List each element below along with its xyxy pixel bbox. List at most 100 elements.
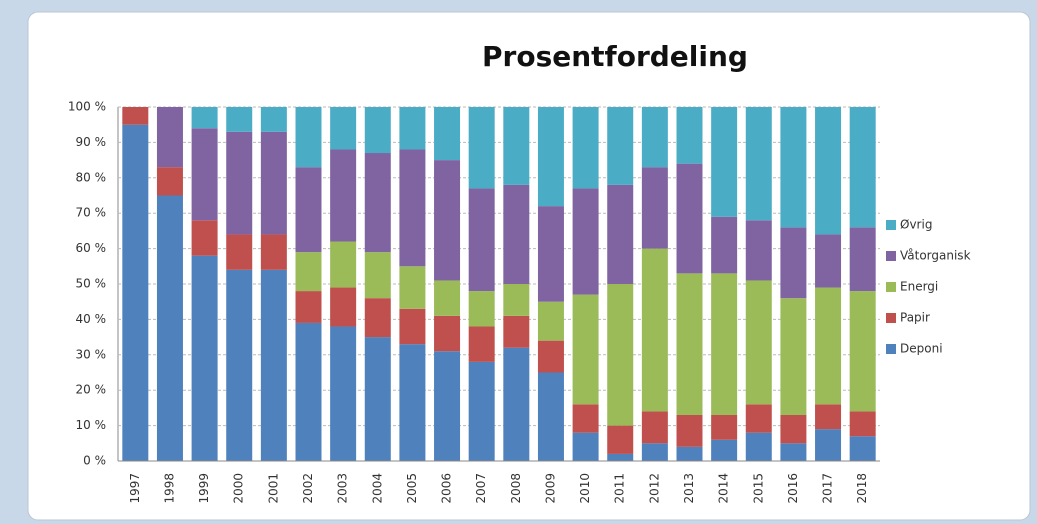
bar-segment <box>572 107 599 189</box>
bar-segment <box>156 195 183 461</box>
bar-segment <box>641 443 668 461</box>
bar-segment <box>572 294 599 405</box>
x-tick-label: 2005 <box>405 473 419 504</box>
bar-segment <box>156 107 183 168</box>
bar-segment <box>399 308 426 345</box>
bar-segment <box>711 107 738 217</box>
bar-segment <box>399 344 426 461</box>
x-tick-label: 2016 <box>786 473 800 504</box>
bar-segment <box>295 291 322 323</box>
bar-segment <box>122 107 149 125</box>
bar-segment <box>607 184 634 284</box>
bar-segment <box>572 404 599 433</box>
bar-segment <box>364 337 391 461</box>
chart-title: Prosentfordeling <box>482 40 748 73</box>
bar-segment <box>607 107 634 185</box>
x-tick-label: 2017 <box>821 473 835 504</box>
bar-segment <box>711 414 738 440</box>
x-tick-label: 2008 <box>509 473 523 504</box>
x-tick-label: 2003 <box>336 473 350 504</box>
bar-segment <box>676 163 703 274</box>
bar-segment <box>191 128 218 221</box>
bar-segment <box>468 188 495 292</box>
bar-segment <box>815 287 842 405</box>
bar-segment <box>399 107 426 150</box>
bar-segment <box>503 107 530 185</box>
bar-segment <box>503 347 530 461</box>
bar-segment <box>607 425 634 454</box>
x-tick-label: 2004 <box>370 473 384 504</box>
x-tick-label: 2006 <box>440 473 454 504</box>
bar-segment <box>607 453 634 461</box>
y-tick-label: 50 % <box>76 277 107 291</box>
x-tick-label: 2000 <box>232 473 246 504</box>
bar-segment <box>434 315 461 352</box>
bar-segment <box>711 439 738 461</box>
bar-segment <box>260 234 287 270</box>
bar-segment <box>641 107 668 168</box>
legend-label: Våtorganisk <box>900 249 971 263</box>
bar-segment <box>641 167 668 249</box>
legend-swatch <box>886 251 896 261</box>
bar-segment <box>156 167 183 196</box>
bar-segment <box>399 149 426 267</box>
x-tick-label: 2015 <box>751 473 765 504</box>
bar-segment <box>434 107 461 161</box>
bar-segment <box>815 107 842 235</box>
y-tick-label: 100 % <box>68 100 106 114</box>
bar-segment <box>503 284 530 316</box>
y-tick-label: 70 % <box>76 206 107 220</box>
bar-segment <box>330 287 357 327</box>
bar-segment <box>434 280 461 316</box>
bar-segment <box>226 107 253 132</box>
bar-segment <box>537 340 564 373</box>
x-tick-label: 2013 <box>682 473 696 504</box>
bar-segment <box>607 284 634 426</box>
x-tick-label: 2018 <box>855 473 869 504</box>
bar-segment <box>745 107 772 221</box>
bar-segment <box>399 266 426 309</box>
x-tick-label: 2014 <box>717 473 731 504</box>
bar-segment <box>780 414 807 444</box>
bar-segment <box>849 436 876 461</box>
bar-segment <box>226 234 253 270</box>
bar-segment <box>780 298 807 415</box>
bar-segment <box>364 252 391 299</box>
legend-swatch <box>886 313 896 323</box>
bar-segment <box>849 291 876 412</box>
bar-segment <box>745 220 772 281</box>
bar-segment <box>537 372 564 461</box>
y-tick-label: 60 % <box>76 241 107 255</box>
bar-segment <box>330 149 357 242</box>
bar-segment <box>260 269 287 461</box>
bar-segment <box>260 107 287 132</box>
bar-segment <box>745 280 772 405</box>
bar-segment <box>295 322 322 461</box>
bar-segment <box>434 351 461 461</box>
legend-swatch <box>886 344 896 354</box>
bar-segment <box>849 411 876 437</box>
x-tick-label: 2009 <box>543 473 557 504</box>
bar-segment <box>676 273 703 415</box>
bar-segment <box>295 167 322 253</box>
bar-segment <box>330 107 357 150</box>
bar-segment <box>226 131 253 235</box>
bar-segment <box>468 361 495 461</box>
bar-segment <box>849 107 876 228</box>
x-tick-label: 2011 <box>613 473 627 504</box>
bar-segment <box>572 188 599 295</box>
bar-segment <box>191 220 218 256</box>
bar-segment <box>676 446 703 461</box>
x-tick-label: 1999 <box>197 473 211 504</box>
bar-segment <box>815 429 842 461</box>
y-tick-label: 20 % <box>76 383 107 397</box>
y-tick-label: 80 % <box>76 170 107 184</box>
bar-segment <box>537 107 564 207</box>
bar-segment <box>537 206 564 302</box>
bar-segment <box>330 326 357 461</box>
bar-segment <box>468 326 495 362</box>
legend-swatch <box>886 220 896 230</box>
bar-segment <box>191 107 218 129</box>
y-tick-label: 90 % <box>76 135 107 149</box>
